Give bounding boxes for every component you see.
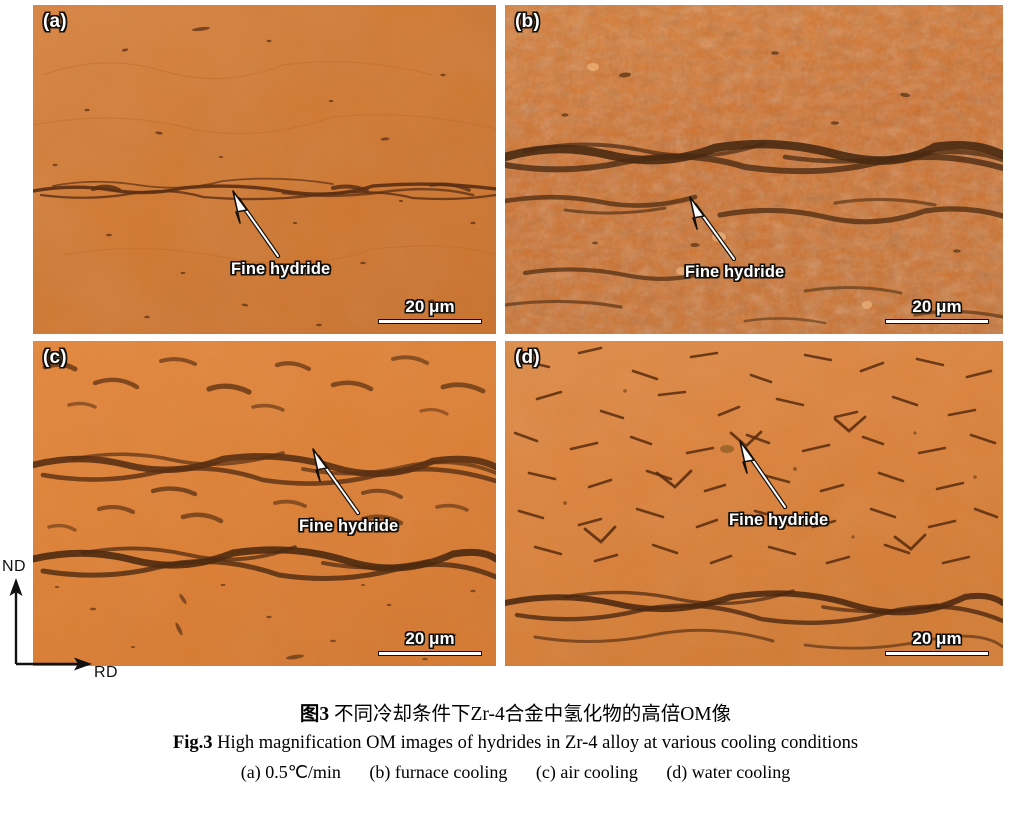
micrograph-image-d [505,341,1003,666]
caption-english-number: Fig.3 [172,733,213,754]
micrograph-panel-d[interactable]: (d) Fine hydride 20 μm [505,341,1003,666]
micrograph-image-c [33,341,496,666]
caption-chinese-text: 不同冷却条件下Zr-4合金中氢化物的高倍OM像 [333,704,732,725]
caption-subcaptions: (a) 0.5℃/min (b) furnace cooling (c) air… [0,759,1031,786]
micrograph-panel-a[interactable]: (a) Fine hydride 20 μm [33,5,496,334]
caption-english-text: High magnification OM images of hydrides… [217,733,859,754]
caption-chinese-number: 图3 [299,704,330,725]
micrograph-image-a [33,5,496,334]
micrograph-panel-c[interactable]: (c) Fine hydride 20 μm [33,341,496,666]
subcaption-d: (d) water cooling [666,762,791,782]
figure-caption: 图3 不同冷却条件下Zr-4合金中氢化物的高倍OM像 Fig.3 High ma… [0,700,1031,786]
axis-label-nd: ND [2,558,26,575]
axis-arrows-icon [9,578,92,671]
caption-chinese: 图3 不同冷却条件下Zr-4合金中氢化物的高倍OM像 [0,700,1031,729]
subcaption-c: (c) air cooling [535,762,638,782]
micrograph-image-b [505,5,1003,334]
caption-english: Fig.3 High magnification OM images of hy… [0,730,1031,758]
micrograph-panel-b[interactable]: (b) Fine hydride 20 μm [505,5,1003,334]
subcaption-b: (b) furnace cooling [369,762,508,782]
orientation-axis-marker: ND RD [0,552,140,687]
axis-label-rd: RD [94,664,118,681]
subcaption-a: (a) 0.5℃/min [240,762,341,782]
micrograph-grid: (a) Fine hydride 20 μm [33,5,1003,666]
